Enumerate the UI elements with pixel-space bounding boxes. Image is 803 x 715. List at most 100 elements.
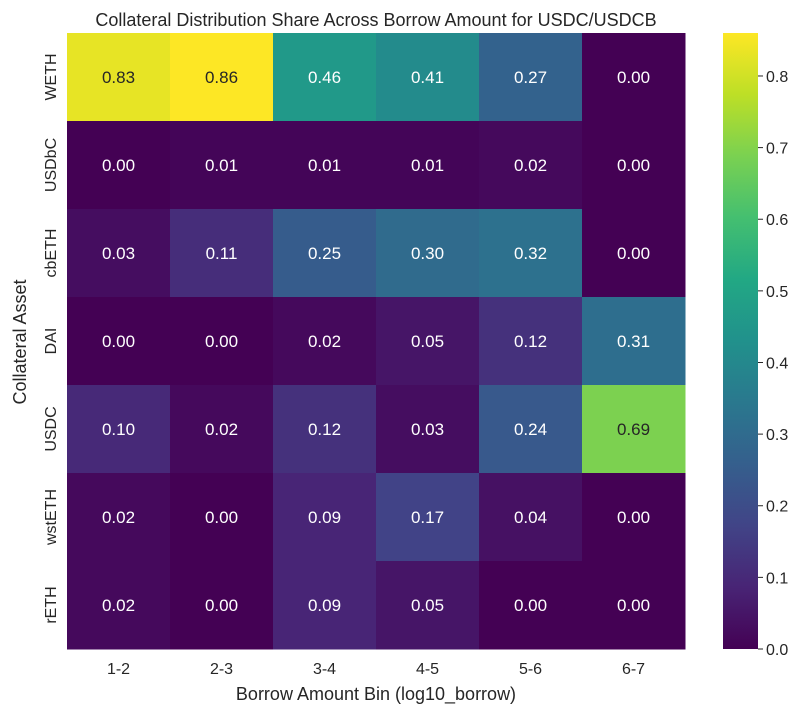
cell-value-label: 0.05: [411, 596, 444, 615]
cell-value-label: 0.00: [205, 508, 238, 527]
cell-value-label: 0.12: [514, 332, 547, 351]
heatmap-cell-USDC-1-2: [67, 385, 171, 474]
cell-value-label: 0.00: [514, 596, 547, 615]
cell-value-label: 0.01: [308, 156, 341, 175]
colorbar-tick-label: 0.8: [766, 69, 788, 86]
heatmap-cell-wstETH-6-7: [582, 473, 686, 562]
cell-value-label: 0.09: [308, 596, 341, 615]
cell-value-label: 0.00: [102, 332, 135, 351]
heatmap-cell-cbETH-1-2: [67, 209, 171, 298]
cell-value-label: 0.00: [102, 156, 135, 175]
cell-value-label: 0.02: [308, 332, 341, 351]
heatmap-cell-labels: 0.83 0.86 0.46 0.41 0.27 0.00 0.00 0.01 0.01 0.01…: [102, 68, 650, 615]
cell-value-label: 0.31: [617, 332, 650, 351]
y-tick-label: WETH: [43, 53, 60, 100]
heatmap-cell-USDC-3-4: [273, 385, 377, 474]
colorbar-tick-label: 0.3: [766, 427, 788, 444]
cell-value-label: 0.00: [617, 156, 650, 175]
heatmap-cell-USDC-5-6: [479, 385, 583, 474]
cell-value-label: 0.03: [102, 244, 135, 263]
heatmap-cell-wstETH-5-6: [479, 473, 583, 562]
cell-value-label: 0.02: [102, 596, 135, 615]
heatmap-cell-USDbC-1-2: [67, 121, 171, 210]
colorbar-tick-label: 0.0: [766, 642, 788, 659]
cell-value-label: 0.01: [411, 156, 444, 175]
cell-value-label: 0.32: [514, 244, 547, 263]
heatmap-cell-wstETH-1-2: [67, 473, 171, 562]
heatmap-cell-DAI-3-4: [273, 297, 377, 386]
cell-value-label: 0.17: [411, 508, 444, 527]
colorbar-tick-label: 0.4: [766, 355, 788, 372]
cell-value-label: 0.04: [514, 508, 547, 527]
cell-value-label: 0.02: [205, 420, 238, 439]
heatmap-cell-WETH-3-4: [273, 33, 377, 122]
x-tick-label: 5-6: [519, 661, 542, 678]
cell-value-label: 0.41: [411, 68, 444, 87]
x-axis-ticks: 1-2 2-3 3-4 4-5 5-6 6-7: [107, 661, 645, 678]
colorbar-tick-label: 0.2: [766, 499, 788, 516]
y-axis-label: Collateral Asset: [10, 279, 30, 404]
heatmap-cell-wstETH-4-5: [376, 473, 480, 562]
heatmap-cell-WETH-1-2: [67, 33, 171, 122]
cell-value-label: 0.00: [205, 332, 238, 351]
x-tick-label: 3-4: [313, 661, 336, 678]
heatmap-cell-rETH-6-7: [582, 561, 686, 650]
cell-value-label: 0.00: [617, 68, 650, 87]
cell-value-label: 0.86: [205, 68, 238, 87]
heatmap-cell-wstETH-3-4: [273, 473, 377, 562]
x-tick-label: 2-3: [210, 661, 233, 678]
x-axis-label: Borrow Amount Bin (log10_borrow): [236, 684, 516, 705]
cell-value-label: 0.83: [102, 68, 135, 87]
cell-value-label: 0.30: [411, 244, 444, 263]
colorbar-tick-label: 0.6: [766, 212, 788, 229]
cell-value-label: 0.05: [411, 332, 444, 351]
heatmap-cell-rETH-1-2: [67, 561, 171, 650]
heatmap-cell-WETH-6-7: [582, 33, 686, 122]
cell-value-label: 0.12: [308, 420, 341, 439]
cell-value-label: 0.00: [617, 508, 650, 527]
cell-value-label: 0.27: [514, 68, 547, 87]
colorbar-tick-label: 0.7: [766, 141, 788, 158]
heatmap-cell-wstETH-2-3: [170, 473, 274, 562]
cell-value-label: 0.02: [514, 156, 547, 175]
heatmap-cell-cbETH-3-4: [273, 209, 377, 298]
cell-value-label: 0.25: [308, 244, 341, 263]
y-tick-label: USDC: [43, 406, 60, 451]
cell-value-label: 0.69: [617, 420, 650, 439]
heatmap-cell-WETH-2-3: [170, 33, 274, 122]
cell-value-label: 0.46: [308, 68, 341, 87]
colorbar-tick-label: 0.1: [766, 570, 788, 587]
y-tick-label: rETH: [43, 586, 60, 623]
cell-value-label: 0.24: [514, 420, 547, 439]
x-tick-label: 6-7: [622, 661, 645, 678]
y-tick-label: USDbC: [43, 138, 60, 192]
cell-value-label: 0.00: [205, 596, 238, 615]
cell-value-label: 0.11: [206, 244, 238, 263]
colorbar: [723, 33, 758, 649]
heatmap-cell-USDbC-2-3: [170, 121, 274, 210]
heatmap-cell-cbETH-2-3: [170, 209, 274, 298]
y-axis-ticks: WETH USDbC cbETH DAI USDC wstETH rETH: [43, 53, 60, 623]
heatmap-cell-USDC-4-5: [376, 385, 480, 474]
heatmap-cell-USDbC-4-5: [376, 121, 480, 210]
heatmap-cell-USDbC-3-4: [273, 121, 377, 210]
x-tick-label: 1-2: [107, 661, 130, 678]
cell-value-label: 0.00: [617, 244, 650, 263]
heatmap-cell-cbETH-4-5: [376, 209, 480, 298]
heatmap-cell-USDbC-5-6: [479, 121, 583, 210]
heatmap-cell-rETH-2-3: [170, 561, 274, 650]
heatmap-cell-USDbC-6-7: [582, 121, 686, 210]
heatmap-cell-cbETH-6-7: [582, 209, 686, 298]
heatmap-cell-USDC-6-7: [582, 385, 686, 474]
heatmap-cell-WETH-5-6: [479, 33, 583, 122]
cell-value-label: 0.02: [102, 508, 135, 527]
heatmap-cell-rETH-3-4: [273, 561, 377, 650]
cell-value-label: 0.01: [205, 156, 238, 175]
heatmap-cell-DAI-6-7: [582, 297, 686, 386]
y-tick-label: wstETH: [43, 489, 60, 546]
cell-value-label: 0.03: [411, 420, 444, 439]
cell-value-label: 0.00: [617, 596, 650, 615]
heatmap-cell-rETH-4-5: [376, 561, 480, 650]
